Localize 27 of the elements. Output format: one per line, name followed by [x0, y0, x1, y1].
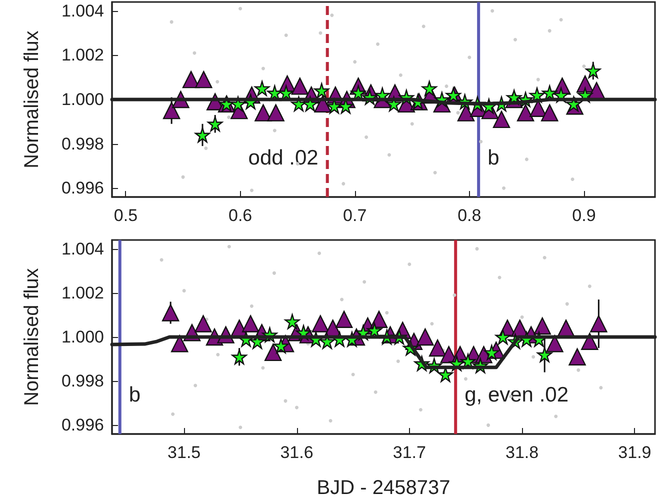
y-tick-label: 0.996	[61, 178, 104, 198]
x-tick-label: 31.8	[506, 443, 539, 462]
ref-line-label: odd .02	[248, 146, 318, 170]
y-tick-label: 0.996	[61, 416, 104, 435]
y-axis-title: Normalised flux	[21, 30, 43, 168]
x-tick-label: 0.6	[228, 206, 252, 225]
ref-line-label: b	[128, 384, 141, 407]
ref-line-label: g, even .02	[464, 384, 569, 407]
y-tick-label: 1.002	[61, 283, 104, 302]
x-tick-label: 31.9	[618, 443, 652, 462]
x-tick-label: 31.6	[280, 443, 314, 462]
x-tick-label: 0.7	[343, 206, 367, 225]
y-tick-label: 0.998	[61, 134, 104, 154]
y-tick-label: 1.000	[61, 328, 104, 346]
ref-line-label: b	[488, 146, 500, 170]
x-axis-title: BJD - 2458737	[316, 477, 450, 499]
y-tick-label: 1.004	[61, 1, 104, 20]
y-tick-label: 1.004	[61, 239, 104, 258]
x-tick-label: 0.9	[572, 206, 596, 225]
y-axis-title: Normalised flux	[21, 268, 43, 406]
x-tick-label: 0.5	[114, 206, 138, 225]
x-tick-label: 0.8	[458, 206, 482, 225]
y-tick-label: 1.000	[61, 90, 104, 109]
x-tick-label: 31.7	[392, 443, 426, 462]
y-tick-label: 0.998	[61, 372, 104, 391]
y-tick-label: 1.002	[61, 46, 104, 65]
x-tick-label: 31.5	[168, 443, 201, 462]
